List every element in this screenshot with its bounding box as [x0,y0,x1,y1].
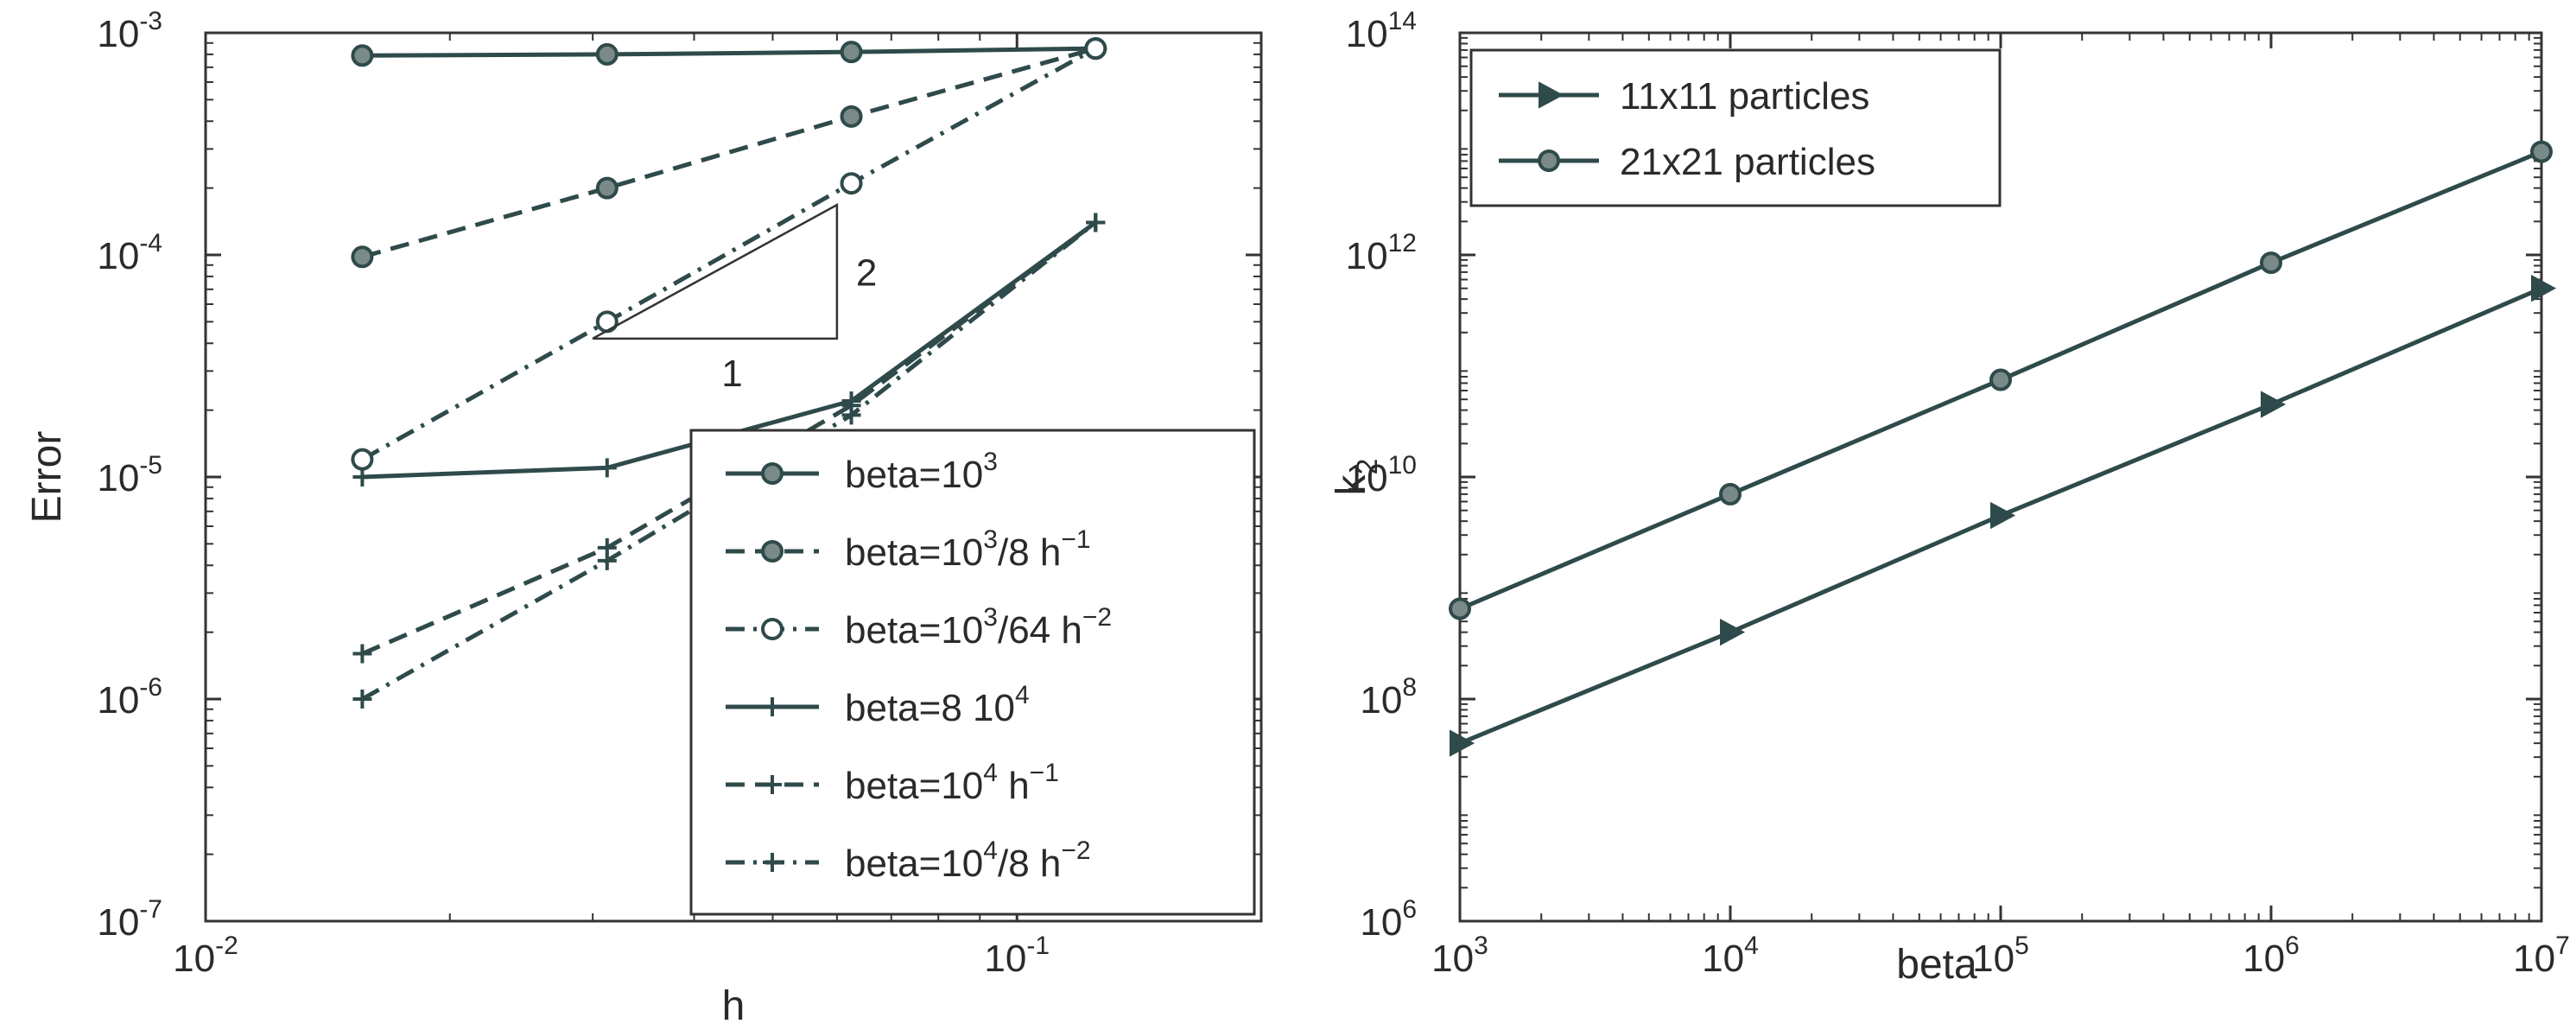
y-tick-label: 10-4 [97,229,162,277]
legend-item: 21x21 particles [1499,141,1875,183]
data-point [595,42,619,66]
y-tick-label: 10-7 [97,895,162,944]
legend-item: beta=103/64 h−2 [726,603,1112,652]
x-axis-title: h [722,983,746,1029]
data-point [597,458,617,478]
legend: 11x11 particles 21x21 particles [1469,48,2002,207]
legend-label: beta=104/8 h−2 [845,836,1091,885]
y-tick-label: 10-6 [97,673,162,722]
legend-label: 11x11 particles [1620,75,1869,118]
data-point [2260,251,2282,275]
y-tick-label: 1014 [1346,7,1417,55]
series-line [361,46,1096,259]
legend-item: beta=104 h−1 [726,759,1059,807]
data-point [352,690,372,709]
legend-label: beta=104 h−1 [845,759,1059,807]
data-point [352,644,372,664]
series-s1 [351,37,1107,67]
data-point [2261,391,2287,418]
legend-label: beta=103/8 h−1 [845,525,1091,574]
series-r2 [1449,140,2553,620]
x-tick-label: 106 [2243,931,2300,980]
legend-item: beta=104/8 h−2 [726,836,1091,885]
data-point [351,448,374,471]
legend-item: beta=8 104 [726,681,1030,729]
legend-marker [1539,81,1564,109]
legend-marker [761,462,784,485]
legend-label: 21x21 particles [1620,141,1875,183]
series-s2 [351,37,1107,269]
legend-marker [763,775,782,794]
series-line [362,46,1096,58]
series-r1 [1450,275,2557,757]
data-point [1989,368,2012,391]
data-point [1084,37,1107,60]
data-point [2530,140,2553,163]
y-axis-title: k2 [1329,459,1384,496]
x-tick-label: 107 [2513,931,2570,980]
legend-label: beta=8 104 [845,681,1030,729]
data-point [1086,213,1106,232]
data-point [840,105,863,128]
slope-triangle [592,202,839,340]
series-s3 [351,37,1107,471]
legend-marker [763,697,782,716]
legend-item: beta=103 [726,448,998,496]
y-tick-label: 1012 [1346,229,1417,277]
legend-label: beta=103/64 h−2 [845,603,1112,652]
y-tick-label: 10-5 [97,451,162,499]
x-tick-label: 104 [1702,931,1759,980]
x-tick-label: 105 [1972,931,2029,980]
legend-item: 11x11 particles [1499,75,1869,118]
series-line [361,220,1097,656]
data-point [2531,275,2557,302]
legend-marker [1538,149,1560,172]
y-axis-title: Error [24,431,70,524]
x-tick-label: 103 [1431,931,1488,980]
y-tick-label: 108 [1360,673,1417,722]
legend-box [689,429,1256,916]
data-point [595,176,619,200]
data-point [352,467,372,486]
data-point [1449,597,1471,620]
legend-marker [761,540,784,563]
data-point [1720,618,1746,646]
legend-marker [761,618,784,640]
slope-run-label: 1 [721,353,742,395]
data-point [351,245,374,269]
series-line [361,220,1097,702]
data-point [841,405,861,425]
y-tick-label: 1010 [1346,451,1417,499]
k2-vs-beta-chart: 103 104 105 106 107 106 108 1010 1012 1014 beta k2 1… [1329,7,2570,988]
data-point [1990,501,2016,530]
y-tick-label: 106 [1360,895,1417,944]
legend-label: beta=103 [845,448,998,496]
data-point [351,44,374,67]
legend-marker [763,853,782,872]
data-point [840,41,863,64]
minor-ticks [206,33,1261,921]
series-line [361,46,1097,461]
data-point [597,550,617,570]
slope-rise-label: 2 [856,251,877,294]
data-point [1450,729,1475,757]
legend-item: beta=103/8 h−1 [726,525,1091,574]
y-tick-label: 10-3 [97,7,162,55]
legend-box [1469,48,2002,207]
x-tick-label: 10-1 [984,931,1050,980]
data-point [1719,482,1742,505]
legend: beta=103 beta=103/8 h−1 beta=103/64 h−2 bet… [689,429,1256,916]
minor-ticks [1460,33,2541,921]
x-tick-label: 10-2 [173,931,238,980]
data-point [595,310,619,334]
data-point [840,172,863,195]
series-s6 [352,213,1106,709]
x-axis-title: beta [1896,942,1977,988]
error-vs-h-chart: 10-2 10-1 10-7 10-6 10-5 10-4 10-3 1 2 h Error beta… [24,7,1263,1029]
